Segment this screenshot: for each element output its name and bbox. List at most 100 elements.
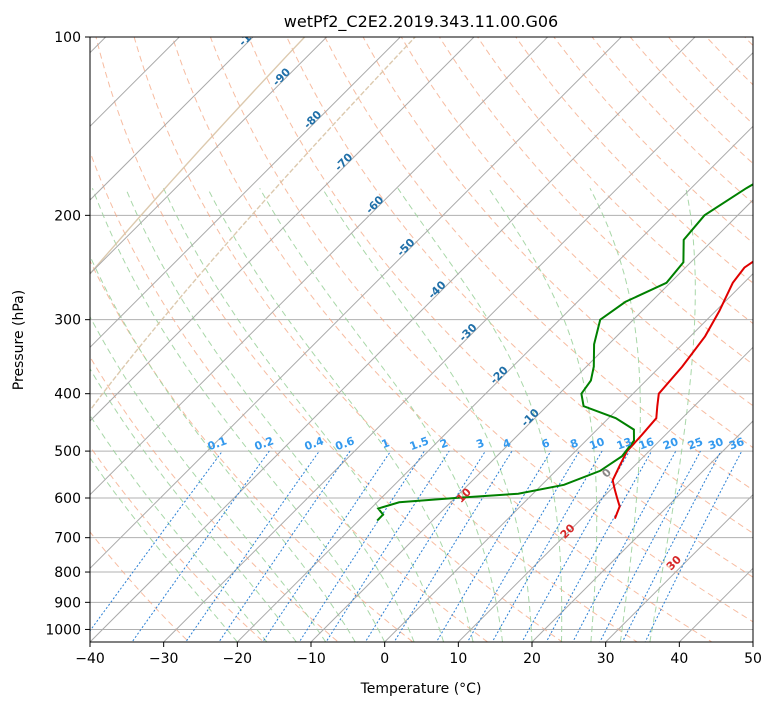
dry-adiabat [515, 37, 753, 284]
moist-adiabat [589, 187, 641, 642]
moist-adiabat [163, 187, 445, 642]
mixing-ratio-label: 10 [588, 435, 607, 453]
mixing-ratio-label: 25 [686, 435, 705, 452]
x-tick-label: −40 [75, 651, 105, 667]
moist-adiabat [90, 315, 327, 642]
mixing-ratio-line [466, 450, 580, 642]
isotherm-line [236, 125, 753, 642]
mixing-ratio-line [262, 450, 392, 642]
isotherm-line [0, 10, 59, 654]
mixing-ratio-line [218, 450, 351, 642]
dry-adiabat [744, 37, 753, 47]
x-tick-label: −30 [149, 651, 179, 667]
dry-adiabat [90, 531, 190, 642]
mixing-ratio-line [621, 450, 722, 642]
isotherm-line [531, 420, 753, 642]
x-tick-label: 0 [380, 651, 389, 667]
isotherm-label: -50 [394, 236, 417, 259]
x-tick-label: 20 [523, 651, 541, 667]
isotherm-label: -90 [270, 65, 293, 88]
isotherm-line [90, 37, 328, 275]
isotherm-label: -10 [519, 406, 542, 429]
moist-adiabat [397, 187, 563, 642]
dry-adiabat [324, 37, 753, 491]
isotherm-line [162, 51, 753, 642]
dry-adiabat [90, 150, 489, 642]
mixing-ratio-label: 4 [501, 436, 513, 451]
dry-adiabat [591, 37, 753, 204]
mixing-ratio-line [545, 450, 653, 642]
temperature-profile [611, 260, 753, 519]
mixing-ratio-label: 0.6 [334, 434, 357, 453]
dry-adiabat [248, 37, 753, 578]
isotherm-label: -20 [488, 363, 511, 386]
isotherm-label: -80 [301, 108, 324, 131]
dry-adiabat [90, 259, 414, 642]
dry-adiabat [362, 37, 753, 449]
dry-adiabat [629, 37, 753, 165]
mixing-ratio-label: 13 [615, 435, 634, 452]
isotherm-line [90, 37, 402, 349]
dry-adiabat [90, 445, 265, 642]
x-tick-label: 30 [597, 651, 615, 667]
dry-adiabat [171, 37, 713, 642]
isotherm-label: -100 [236, 20, 265, 49]
dry-adiabat-label: 10 [454, 485, 474, 505]
isotherm-label: -30 [456, 321, 479, 344]
mixing-ratio-label: 1.5 [408, 434, 431, 453]
mixing-ratio-label: 0.2 [253, 434, 276, 453]
dry-adiabat [133, 37, 638, 642]
x-tick-label: 10 [449, 651, 467, 667]
moist-adiabat [259, 187, 503, 642]
mixing-ratio-line [298, 450, 425, 642]
mixing-ratio-label: 8 [568, 436, 580, 451]
isotherm-label: -70 [332, 150, 355, 173]
y-tick-label: 700 [54, 531, 81, 547]
isotherm-line [752, 641, 753, 642]
moist-adiabat [91, 188, 386, 642]
y-tick-label: 100 [54, 30, 81, 46]
isotherm-line [310, 199, 753, 642]
y-tick-label: 800 [54, 565, 81, 581]
mixing-ratio-line [599, 450, 701, 642]
isotherm-line [678, 567, 753, 642]
x-tick-label: −10 [296, 651, 326, 667]
mixing-ratio-line [90, 450, 223, 632]
y-axis-label: Pressure (hPa) [11, 290, 27, 390]
x-tick-label: −20 [223, 651, 253, 667]
dry-adiabat [705, 37, 753, 86]
zero-label: 0 [599, 466, 614, 481]
mixing-ratio-line [521, 450, 630, 642]
dry-adiabat [95, 37, 564, 642]
mixing-ratio-label: 30 [706, 435, 725, 453]
isotherm-line [90, 37, 475, 422]
moist-adiabat [90, 457, 238, 642]
mixing-ratio-label: 6 [540, 436, 552, 451]
x-axis: −40 −30 −20 −10 0 10 20 30 40 50 [75, 642, 762, 667]
mixing-ratio-label: 20 [661, 435, 680, 453]
mixing-ratio-label: 16 [637, 435, 656, 453]
x-tick-label: 50 [744, 651, 762, 667]
mixing-ratio-line [435, 450, 552, 642]
mixing-ratio-line [131, 450, 270, 642]
isotherm-line [457, 346, 753, 642]
dry-adiabat [90, 355, 340, 642]
dry-adiabat-label: 30 [664, 553, 684, 573]
y-tick-label: 400 [54, 387, 81, 403]
dry-adiabat [209, 37, 753, 623]
x-axis-label: Temperature (°C) [360, 681, 482, 697]
moist-adiabat [207, 187, 474, 642]
y-tick-label: 200 [54, 208, 81, 224]
isotherm-label: -40 [425, 278, 448, 301]
mixing-ratio-label: 0.1 [206, 434, 229, 453]
isotherm-line [90, 37, 696, 642]
isotherm-line [90, 37, 549, 496]
dry-adiabat [400, 37, 753, 407]
y-tick-label: 600 [54, 491, 81, 507]
plot-area: 0.1 0.2 0.4 0.6 1 1.5 2 3 4 6 8 10 13 16 20 25 30 36-100-… [0, 10, 753, 654]
isotherm-line [604, 493, 753, 642]
y-tick-label: 1000 [45, 622, 81, 638]
mixing-ratio-label: 0.4 [303, 434, 326, 453]
isotherm-line [90, 37, 181, 128]
